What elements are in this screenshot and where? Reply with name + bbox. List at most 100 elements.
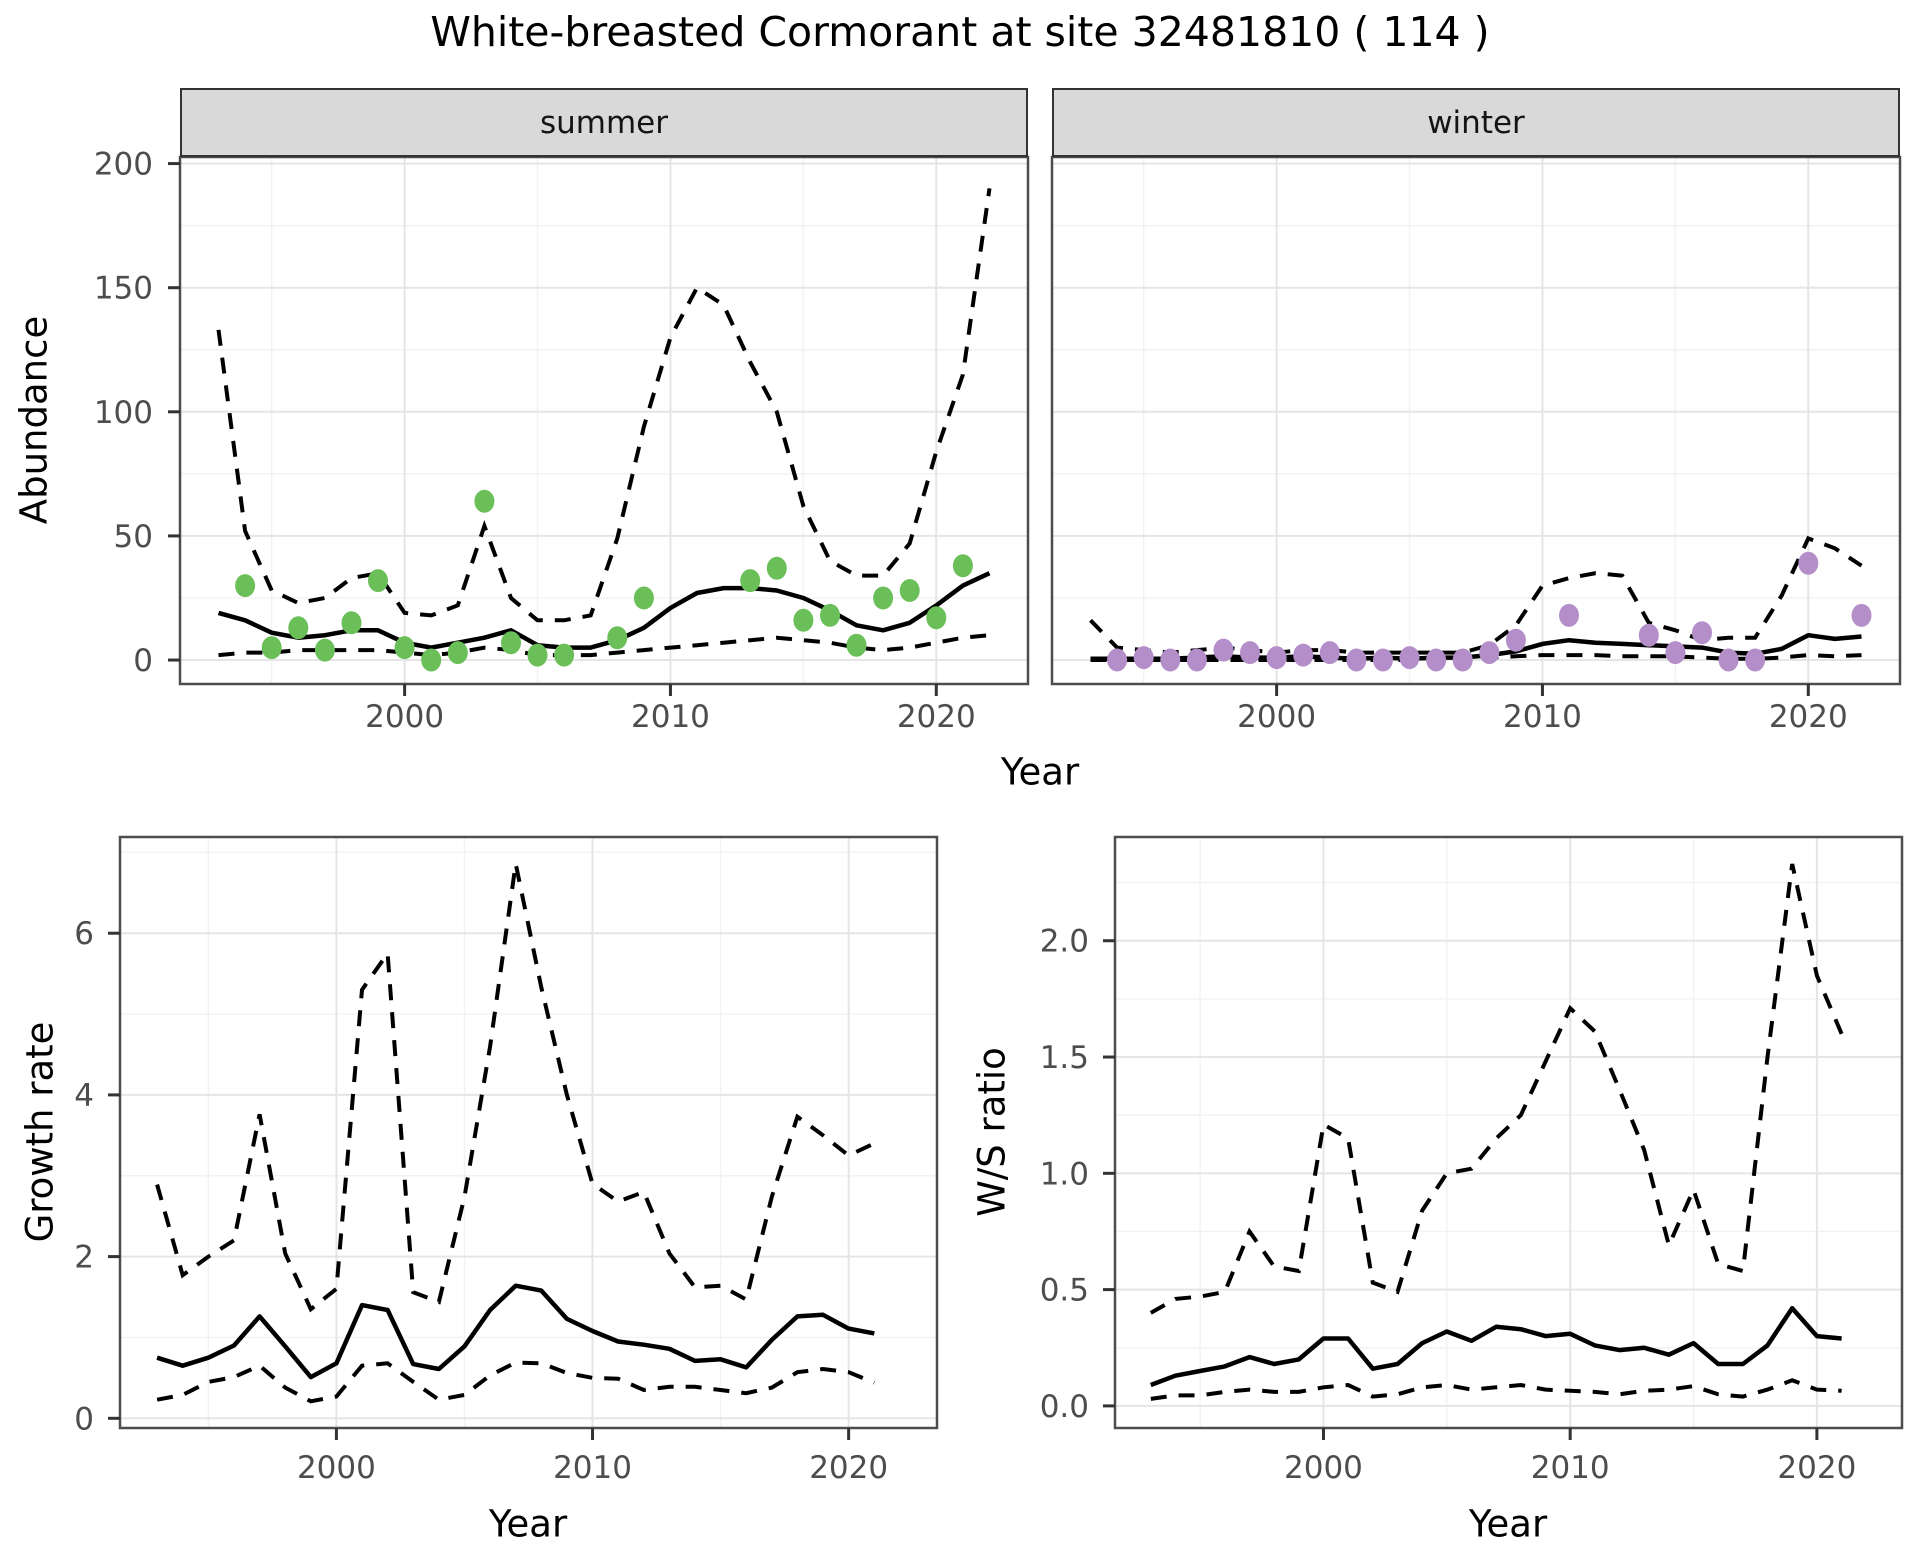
x-axis-ticks: 2000 2010 2020	[297, 1428, 888, 1486]
x-tick-label: 2010	[1503, 699, 1582, 735]
data-point	[1559, 603, 1579, 627]
y-axis-ticks: 0.0 0.5 1.0 1.5 2.0	[1040, 924, 1115, 1425]
data-point	[527, 643, 548, 667]
gridlines-minor	[1052, 157, 1900, 684]
facet-strip-summer: summer	[180, 88, 1028, 157]
data-point	[447, 641, 468, 665]
data-point	[1186, 648, 1207, 672]
gridlines-major	[1115, 837, 1902, 1428]
upper-ci-line	[155, 863, 876, 1313]
y-axis-ticks: 0 2 4 6	[74, 916, 120, 1437]
x-tick-label: 2000	[297, 1450, 376, 1486]
data-point	[1160, 648, 1181, 672]
lower-ci-line	[1150, 1378, 1842, 1401]
y-axis-ticks: 0 50 100 150 200	[94, 147, 180, 679]
x-axis-ticks: 2000 2010 2020	[1237, 684, 1848, 735]
panel-ws-ratio: 2000 2010 2020 0.0 0.5 1.0 1.5 2.0	[1040, 835, 1904, 1486]
data-point	[1745, 648, 1766, 672]
data-point	[1479, 641, 1500, 665]
data-point	[394, 636, 415, 660]
panel-border	[178, 155, 1030, 686]
data-point	[474, 489, 495, 513]
data-point	[501, 631, 521, 655]
panel-growth-rate: 2000 2010 2020 0 2 4 6	[74, 835, 939, 1486]
y-tick-label: 100	[94, 395, 153, 431]
data-point	[1452, 648, 1473, 672]
figure-title: White-breasted Cormorant at site 3248181…	[430, 8, 1490, 56]
data-point	[1373, 648, 1393, 672]
y-tick-label: 2.0	[1040, 924, 1089, 960]
data-point	[1665, 641, 1686, 665]
y-axis-title-growth-rate: Growth rate	[18, 1021, 62, 1243]
data-point	[1319, 641, 1340, 665]
lower-ci-line	[156, 1360, 876, 1404]
y-tick-label: 50	[114, 519, 153, 555]
x-tick-label: 2020	[1769, 699, 1848, 735]
x-tick-label: 2010	[631, 699, 710, 735]
data-point	[288, 616, 309, 640]
data-point	[1266, 646, 1287, 670]
x-tick-label: 2000	[1237, 699, 1316, 735]
y-axis-title-abundance: Abundance	[12, 315, 56, 525]
data-point	[1133, 646, 1154, 670]
data-point	[235, 574, 256, 598]
gridlines-minor	[120, 837, 937, 1428]
y-tick-label: 1.5	[1040, 1040, 1089, 1076]
data-point	[1692, 621, 1712, 645]
x-tick-label: 2000	[1284, 1450, 1363, 1486]
fit-line	[156, 1283, 875, 1380]
y-tick-label: 4	[74, 1078, 94, 1114]
facet-label-summer: summer	[539, 104, 668, 141]
data-point	[1505, 628, 1526, 652]
data-point	[1346, 648, 1367, 672]
y-tick-label: 6	[74, 916, 94, 952]
data-point	[926, 606, 947, 630]
data-point	[820, 603, 840, 627]
panel-abundance-summer: 2000 2010 2020 0 50 100 150 200	[94, 147, 1030, 735]
y-tick-label: 0	[74, 1401, 94, 1437]
x-axis-ticks: 2000 2010 2020	[365, 684, 976, 735]
x-tick-label: 2000	[365, 699, 444, 735]
y-tick-label: 2	[74, 1240, 94, 1276]
x-tick-label: 2020	[897, 699, 976, 735]
y-tick-label: 0	[133, 643, 153, 679]
y-axis-title-ws-ratio: W/S ratio	[970, 1047, 1014, 1217]
y-tick-label: 150	[94, 271, 153, 307]
data-point	[846, 633, 867, 657]
data-point	[1240, 641, 1260, 665]
data-point	[1638, 623, 1659, 647]
x-axis-ticks: 2000 2010 2020	[1284, 1428, 1856, 1486]
facet-strip-winter: winter	[1052, 88, 1900, 157]
data-point	[873, 586, 894, 610]
x-axis-title-year-growth: Year	[488, 1502, 568, 1546]
data-point	[740, 569, 761, 593]
fit-line	[1150, 1305, 1842, 1388]
data-point	[1213, 638, 1234, 662]
panel-border	[1050, 155, 1902, 686]
data-point	[421, 648, 442, 672]
data-point	[1851, 603, 1872, 627]
upper-ci-line	[1149, 863, 1844, 1315]
data-point	[1718, 648, 1739, 672]
data-point	[793, 608, 814, 632]
data-point	[1107, 648, 1128, 672]
y-tick-label: 0.5	[1040, 1273, 1089, 1309]
data-point	[261, 636, 282, 660]
x-axis-title-year-ws: Year	[1468, 1502, 1548, 1546]
data-point	[368, 569, 388, 593]
data-point	[1399, 646, 1420, 670]
data-point	[607, 626, 628, 650]
y-tick-label: 1.0	[1040, 1156, 1089, 1192]
x-axis-title-year-top: Year	[1000, 750, 1080, 794]
panel-border	[1113, 835, 1904, 1430]
data-point	[341, 611, 362, 635]
y-tick-label: 200	[94, 147, 153, 183]
panel-border	[118, 835, 939, 1430]
panel-background	[180, 157, 1028, 684]
data-point	[899, 579, 920, 602]
observed-points	[235, 489, 973, 672]
x-tick-label: 2010	[553, 1450, 632, 1486]
y-tick-label: 0.0	[1040, 1389, 1089, 1425]
